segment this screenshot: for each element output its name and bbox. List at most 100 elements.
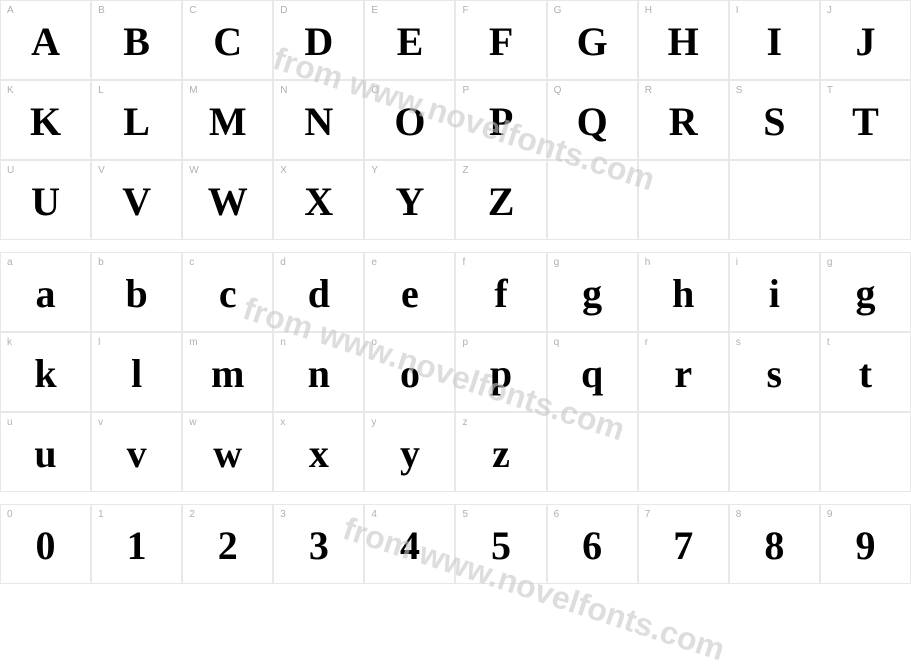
glyph-cell: QQ [547,80,638,160]
glyph-cell [547,160,638,240]
glyph-cell-label: 7 [645,509,651,520]
glyph-character: O [394,102,425,142]
glyph-cell: aa [0,252,91,332]
glyph-cell: nn [273,332,364,412]
glyph-cell: ss [729,332,820,412]
glyph-character: h [672,274,694,314]
glyph-cell: VV [91,160,182,240]
glyph-cell-label: B [98,5,105,16]
glyph-character: X [304,182,333,222]
glyph-cell-label: s [736,337,741,348]
glyph-character: a [36,274,56,314]
glyph-cell-label: P [462,85,469,96]
glyph-cell-label: r [645,337,648,348]
glyph-cell-label: i [736,257,738,268]
glyph-character: J [855,22,875,62]
glyph-cell: oo [364,332,455,412]
glyph-cell [547,412,638,492]
glyph-cell: PP [455,80,546,160]
glyph-cell: 33 [273,504,364,584]
glyph-cell: II [729,0,820,80]
glyph-character: U [31,182,60,222]
glyph-cell: BB [91,0,182,80]
glyph-character: d [308,274,330,314]
glyph-cell: gg [547,252,638,332]
glyph-cell: TT [820,80,911,160]
glyph-cell-label: 2 [189,509,195,520]
glyph-character: Q [577,102,608,142]
glyph-character: G [577,22,608,62]
glyph-cell: ZZ [455,160,546,240]
glyph-character: M [209,102,247,142]
glyph-cell: mm [182,332,273,412]
glyph-cell: 88 [729,504,820,584]
glyph-cell: OO [364,80,455,160]
glyph-cell: CC [182,0,273,80]
glyph-cell-label: M [189,85,197,96]
glyph-cell-label: G [554,5,562,16]
glyph-cell: XX [273,160,364,240]
glyph-cell-label: R [645,85,652,96]
glyph-cell-label: c [189,257,194,268]
glyph-cell-label: Q [554,85,562,96]
glyph-character: c [219,274,237,314]
glyph-cell: 00 [0,504,91,584]
glyph-cell: AA [0,0,91,80]
glyph-cell: SS [729,80,820,160]
glyph-character: K [30,102,61,142]
glyph-character: V [122,182,151,222]
glyph-character: 2 [218,526,238,566]
glyph-cell: kk [0,332,91,412]
glyph-cell: ee [364,252,455,332]
glyph-cell-label: y [371,417,376,428]
font-character-map: AABBCCDDEEFFGGHHIIJJKKLLMMNNOOPPQQRRSSTT… [0,0,911,584]
glyph-cell-label: L [98,85,104,96]
glyph-cell-label: l [98,337,100,348]
glyph-cell-label: m [189,337,197,348]
glyph-character: 3 [309,526,329,566]
glyph-character: m [211,354,244,394]
glyph-cell-label: Y [371,165,378,176]
glyph-cell: hh [638,252,729,332]
glyph-cell-label: J [827,5,832,16]
glyph-character: i [769,274,780,314]
glyph-cell-label: 5 [462,509,468,520]
glyph-character: Z [488,182,515,222]
glyph-cell-label: f [462,257,465,268]
glyph-cell: zz [455,412,546,492]
glyph-cell-label: 9 [827,509,833,520]
glyph-character: s [767,354,783,394]
glyph-character: B [123,22,150,62]
glyph-character: R [669,102,698,142]
glyph-character: 1 [127,526,147,566]
glyph-cell: FF [455,0,546,80]
glyph-section-lowercase: aabbccddeeffgghhiiggkkllmmnnooppqqrrsstt… [0,252,911,492]
glyph-character: w [213,434,242,474]
glyph-cell-label: O [371,85,379,96]
glyph-cell: 99 [820,504,911,584]
glyph-cell: EE [364,0,455,80]
glyph-cell-label: D [280,5,287,16]
glyph-cell-label: g [554,257,560,268]
glyph-cell: YY [364,160,455,240]
glyph-cell-label: 0 [7,509,13,520]
glyph-cell: yy [364,412,455,492]
glyph-character: A [31,22,60,62]
glyph-cell: ff [455,252,546,332]
glyph-cell-label: X [280,165,287,176]
glyph-cell: GG [547,0,638,80]
glyph-character: 4 [400,526,420,566]
glyph-cell [820,412,911,492]
glyph-cell [638,160,729,240]
glyph-character: v [127,434,147,474]
glyph-character: r [674,354,692,394]
glyph-cell-label: b [98,257,104,268]
glyph-character: g [855,274,875,314]
glyph-cell-label: h [645,257,651,268]
glyph-cell-label: H [645,5,652,16]
glyph-cell: 11 [91,504,182,584]
glyph-cell-label: T [827,85,833,96]
glyph-character: o [400,354,420,394]
glyph-cell: NN [273,80,364,160]
glyph-cell-label: S [736,85,743,96]
